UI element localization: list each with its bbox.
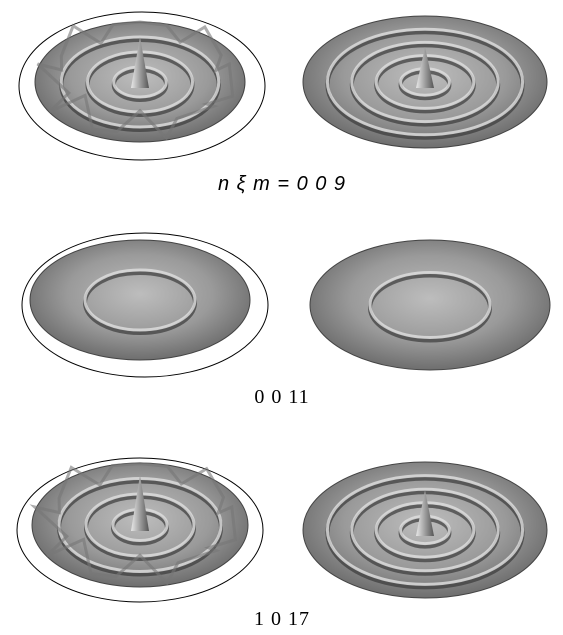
surface [30, 240, 250, 360]
surface [310, 240, 550, 370]
caption: n ξ m = 0 0 9 [218, 173, 346, 195]
figure: n ξ m = 0 0 9 0 0 11 1 0 17 [0, 0, 563, 635]
surface-plots [17, 12, 550, 602]
caption: 0 0 11 [254, 386, 309, 408]
caption: 1 0 17 [254, 608, 310, 630]
page: n ξ m = 0 0 9 0 0 11 1 0 17 (() => { con… [0, 0, 563, 635]
